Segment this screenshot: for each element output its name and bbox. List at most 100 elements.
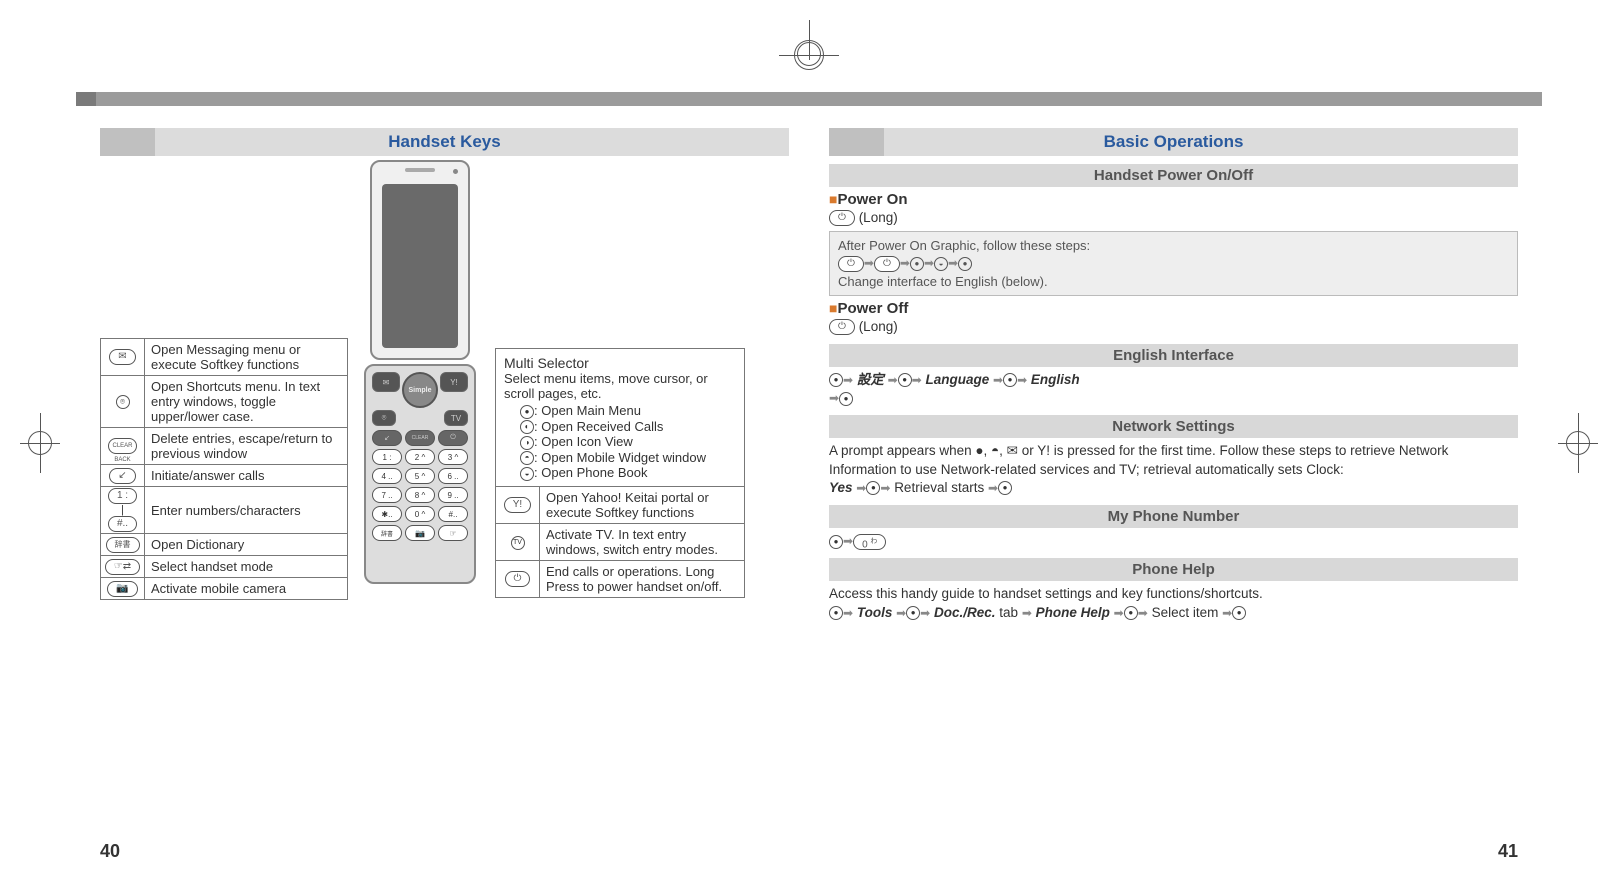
phone-help: Phone Help: [1036, 605, 1110, 620]
clear-key: CLEAR: [405, 430, 435, 446]
table-row: 辞書Open Dictionary: [101, 534, 348, 556]
crosshair: [779, 55, 839, 56]
tab-text: tab: [999, 605, 1022, 620]
long-text: (Long): [859, 319, 898, 334]
key-desc: Select handset mode: [145, 556, 348, 578]
center-icon: ●: [898, 373, 912, 387]
right-icon: ◑: [520, 436, 534, 450]
up-icon: ◓: [520, 451, 534, 465]
phone-sub: My Phone Number: [829, 505, 1518, 528]
selector-text: : Open Mobile Widget window: [534, 450, 706, 465]
power-off-line: ■Power Off: [829, 300, 1518, 318]
down-icon: ◒: [934, 257, 948, 271]
selector-items: ●: Open Main Menu ◐: Open Received Calls…: [504, 403, 736, 481]
english-steps: ●➡ 設定 ➡●➡ Language ➡●➡ English ➡●: [829, 371, 1518, 407]
power-key: ⏻: [438, 430, 468, 446]
power-off-label: Power Off: [837, 300, 908, 317]
info-icons: ⏻➡⏻➡●➡◒➡●: [838, 255, 1509, 272]
center-icon: ●: [829, 373, 843, 387]
key-table-left: ✉Open Messaging menu or execute Softkey …: [100, 338, 348, 600]
table-row: ✉Open Messaging menu or execute Softkey …: [101, 339, 348, 376]
dpad: Simple: [402, 372, 438, 408]
shortcut-key: ⌾: [372, 410, 396, 426]
power-on-step: ⏻ (Long): [829, 209, 1518, 227]
nav-row-2: ⌾ TV: [372, 410, 468, 426]
mode-icon: ☞⇄: [105, 559, 140, 575]
nav-row: ✉ Simple Y!: [372, 372, 468, 408]
english-opt: English: [1031, 372, 1080, 387]
key-table-right: Y!Open Yahoo! Keitai portal or execute S…: [495, 486, 745, 598]
help-body: Access this handy guide to handset setti…: [829, 585, 1518, 603]
num-row-2: 4 ..5 ^6 ..: [372, 468, 468, 484]
power-icon: ⏻: [829, 210, 855, 226]
retrieval: Retrieval starts: [894, 480, 988, 495]
select-item: Select item: [1152, 605, 1223, 620]
power-on-label: Power On: [837, 191, 907, 208]
yes: Yes: [829, 480, 853, 495]
center-icon: ●: [910, 257, 924, 271]
right-page: Basic Operations Handset Power On/Off ■P…: [829, 128, 1518, 786]
info-line-1: After Power On Graphic, follow these ste…: [838, 238, 1509, 253]
key-desc: Delete entries, escape/return to previou…: [145, 428, 348, 465]
call-key: ↙: [372, 430, 402, 446]
num-row-3: 7 ..8 ^9 ..: [372, 487, 468, 503]
register-circle: [28, 431, 52, 455]
power-off-step: ⏻ (Long): [829, 318, 1518, 336]
earpiece: [405, 168, 435, 172]
center-icon: ●: [1003, 373, 1017, 387]
power-sub: Handset Power On/Off: [829, 164, 1518, 187]
register-circle: [1566, 431, 1590, 455]
language: Language: [925, 372, 989, 387]
page-number-right: 41: [1498, 841, 1518, 862]
page-spread: Handset Keys ✉ Simple Y! ⌾ TV: [100, 128, 1518, 786]
center-icon: ●: [958, 257, 972, 271]
hash-icon: #..: [108, 516, 137, 532]
one-icon: 1 :: [108, 488, 137, 504]
num-row-4: ✱..0 ^#..: [372, 506, 468, 522]
crop-mark-left: [20, 413, 60, 473]
table-row: ☞⇄ Select handset mode: [101, 556, 348, 578]
center-icon: ●: [829, 535, 843, 549]
table-row: CLEARBACKDelete entries, escape/return t…: [101, 428, 348, 465]
key-desc: Initiate/answer calls: [145, 465, 348, 487]
key-desc: Open Dictionary: [145, 534, 348, 556]
power-icon: ⏻: [874, 256, 900, 272]
call-icon: ↙: [109, 468, 135, 484]
table-row: ⏻End calls or operations. Long Press to …: [496, 561, 745, 598]
selector-item: ◑: Open Icon View: [520, 434, 736, 450]
phone-steps: ●➡0 わ: [829, 532, 1518, 550]
key-desc: Activate TV. In text entry windows, swit…: [540, 524, 745, 561]
center-icon: ●: [520, 405, 534, 419]
camera-dot: [453, 169, 458, 174]
left-key-table: ✉Open Messaging menu or execute Softkey …: [100, 338, 348, 600]
right-key-table: Y!Open Yahoo! Keitai portal or execute S…: [495, 486, 745, 598]
func-row: ↙ CLEAR ⏻: [372, 430, 468, 446]
bottom-row: 辞書📷☞: [372, 525, 468, 541]
zero-icon: 0 わ: [853, 534, 886, 550]
phone-top-shell: [370, 160, 470, 360]
selector-text: : Open Received Calls: [534, 419, 663, 434]
power-icon: ⏻: [505, 571, 531, 587]
selector-desc: Select menu items, move cursor, or scrol…: [504, 371, 736, 401]
key-desc: Activate mobile camera: [145, 578, 348, 600]
info-line-2: Change interface to English (below).: [838, 274, 1509, 289]
selector-text: : Open Phone Book: [534, 465, 647, 480]
down-icon: ◒: [520, 467, 534, 481]
selector-item: ●: Open Main Menu: [520, 403, 736, 419]
center-icon: ●: [839, 392, 853, 406]
table-row: ⌾Open Shortcuts menu. In text entry wind…: [101, 376, 348, 428]
table-row: 📷Activate mobile camera: [101, 578, 348, 600]
key-desc: Open Yahoo! Keitai portal or execute Sof…: [540, 487, 745, 524]
table-row: TV Activate TV. In text entry windows, sw…: [496, 524, 745, 561]
selector-item: ◓: Open Mobile Widget window: [520, 450, 736, 466]
crop-mark-top: [779, 20, 839, 60]
center-icon: ●: [906, 606, 920, 620]
basic-ops-header: Basic Operations: [829, 128, 1518, 156]
network-steps: Yes ➡●➡ Retrieval starts ➡●: [829, 479, 1518, 497]
help-sub: Phone Help: [829, 558, 1518, 581]
power-icon: ⏻: [838, 256, 864, 272]
selector-text: : Open Icon View: [534, 434, 633, 449]
tv-icon: TV: [511, 536, 525, 550]
table-row: 1 :|#..Enter numbers/characters: [101, 487, 348, 534]
selector-item: ◒: Open Phone Book: [520, 465, 736, 481]
